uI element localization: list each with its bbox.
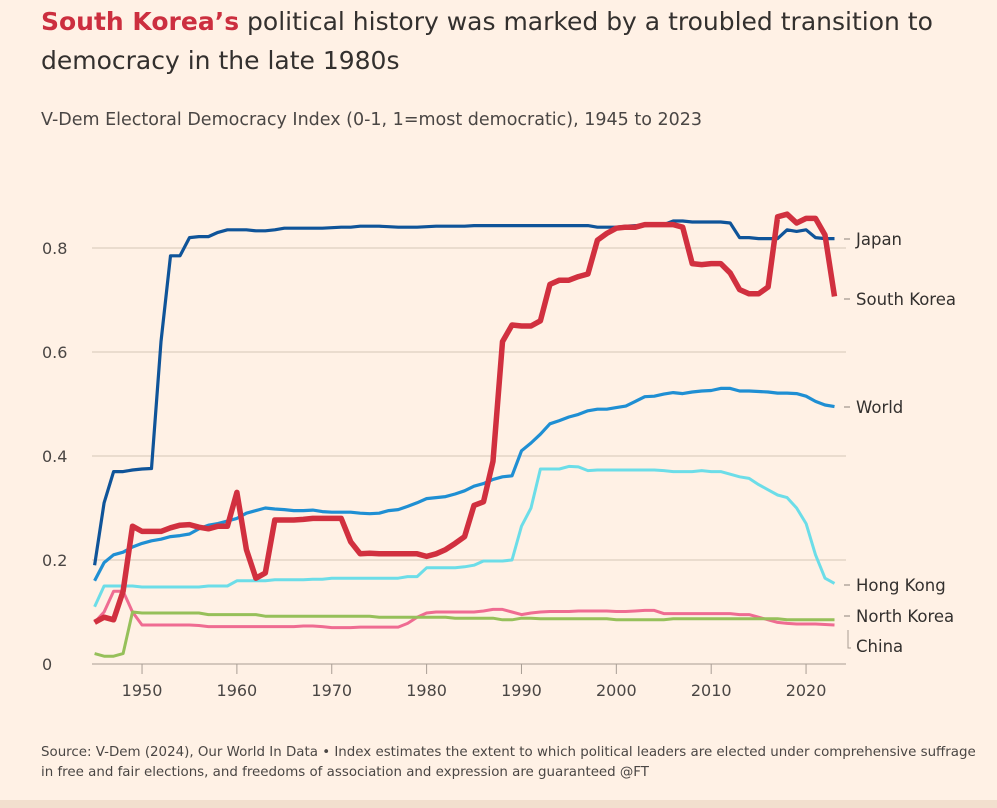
- title-rest: political history was marked by a troubl…: [41, 7, 933, 75]
- x-tick-label: 2000: [596, 681, 637, 700]
- y-tick-label: 0.2: [42, 551, 67, 570]
- series-line-south-korea: [93, 211, 838, 625]
- chart-title: South Korea’s political history was mark…: [41, 2, 971, 80]
- series-label: Japan: [855, 230, 902, 249]
- x-tick-label: 1990: [501, 681, 542, 700]
- line-chart: 0 0.2 0.4 0.6 0.8 1950 1960 1970 1980 1990 2000 20…: [42, 211, 956, 700]
- x-axis-ticks: 1950 1960 1970 1980 1990 2000 2010 2020: [122, 664, 827, 700]
- x-tick-label: 1970: [311, 681, 352, 700]
- y-tick-label: 0.8: [42, 239, 67, 258]
- series-line-japan: [93, 219, 835, 566]
- series-label: Hong Kong: [856, 576, 946, 595]
- gridlines: [92, 247, 846, 665]
- title-highlight: South Korea’s: [41, 7, 240, 36]
- series-line-china: [93, 589, 835, 630]
- x-tick-label: 2010: [691, 681, 732, 700]
- series-label: World: [856, 398, 903, 417]
- series-label: North Korea: [856, 607, 954, 626]
- series-line-north-korea: [94, 610, 835, 658]
- series-line-hong-kong: [93, 464, 836, 608]
- y-tick-label: 0.4: [42, 447, 67, 466]
- y-axis-ticks: 0 0.2 0.4 0.6 0.8: [42, 239, 67, 674]
- series-label: China: [856, 637, 903, 656]
- label-connector: [847, 630, 851, 649]
- series-labels: China North Korea Hong Kong World Japan South…: [844, 230, 956, 656]
- footer-divider: [0, 800, 997, 808]
- x-tick-label: 1980: [406, 681, 447, 700]
- x-tick-label: 1960: [217, 681, 258, 700]
- chart-subtitle: V-Dem Electoral Democracy Index (0-1, 1=…: [41, 110, 703, 130]
- source-note: Source: V-Dem (2024), Our World In Data …: [41, 745, 976, 780]
- series-lines: [93, 211, 838, 658]
- x-tick-label: 1950: [122, 681, 163, 700]
- x-tick-label: 2020: [786, 681, 827, 700]
- series-line-world: [93, 386, 835, 582]
- series-label: South Korea: [856, 290, 956, 309]
- y-tick-label: 0.6: [42, 343, 67, 362]
- y-tick-label: 0: [42, 655, 52, 674]
